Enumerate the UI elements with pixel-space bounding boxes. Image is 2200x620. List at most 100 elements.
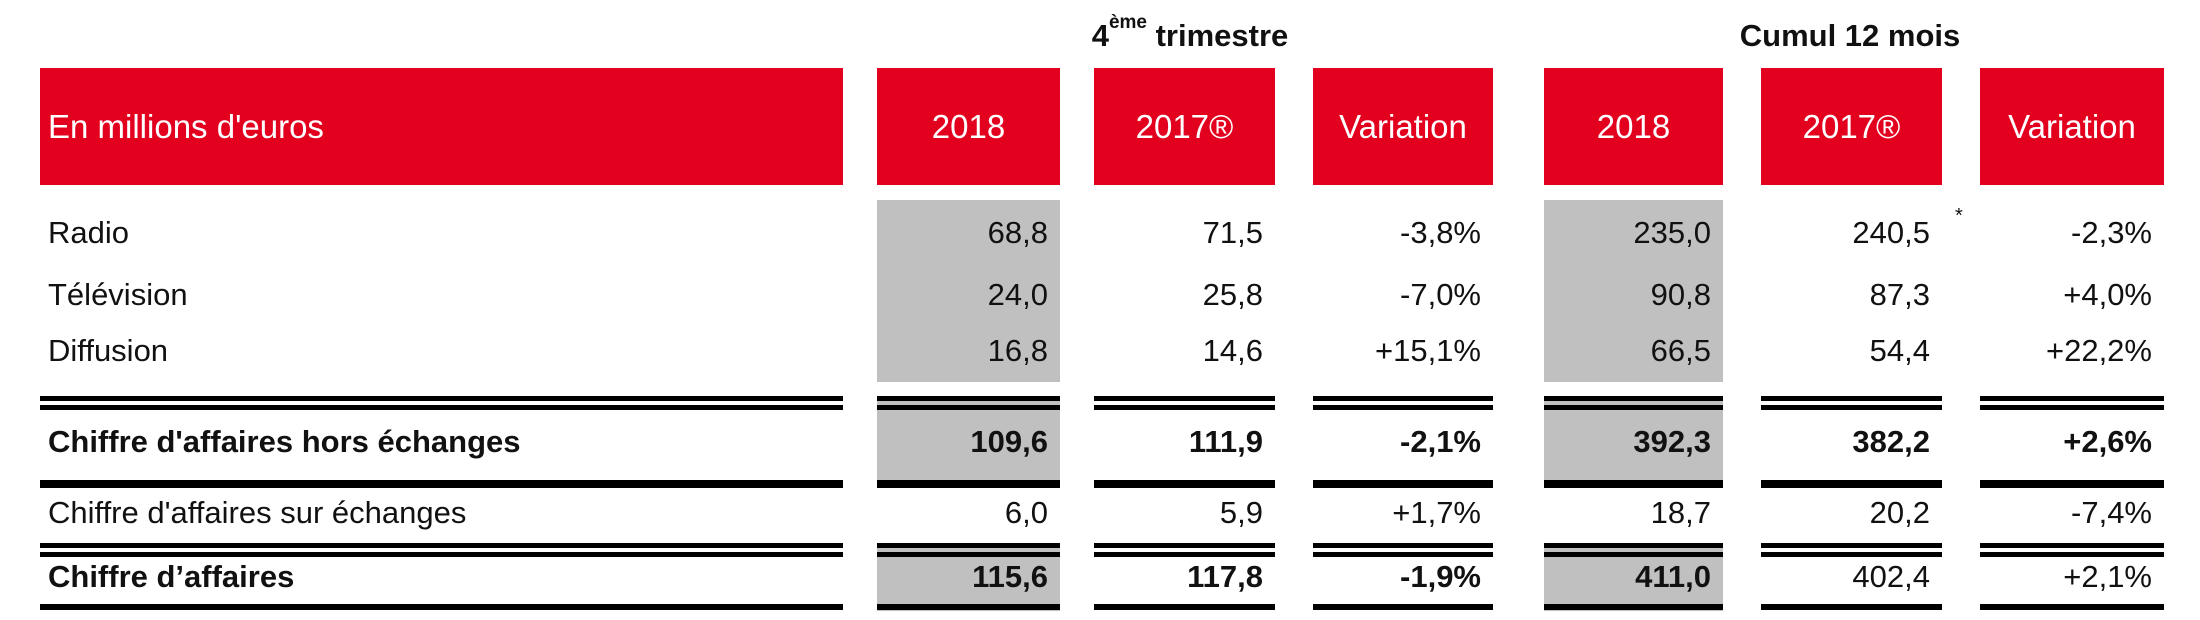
cell-q4-variation: -1,9% <box>1400 559 1481 594</box>
header-cumul-2017: 2017® <box>1761 68 1942 185</box>
cell-q4-2018: 109,6 <box>970 424 1048 459</box>
cell-cumul-2017: 402,4 <box>1852 559 1930 594</box>
cell-cumul-2017: 87,3 <box>1869 277 1930 312</box>
cell-q4-2018: 68,8 <box>987 215 1048 250</box>
rule-line <box>1761 543 1942 548</box>
cell-q4-2018: 24,0 <box>987 277 1048 312</box>
rule-line <box>1544 405 1723 410</box>
rule-line <box>1094 543 1275 548</box>
rule-line <box>1761 396 1942 401</box>
rule-line <box>1094 396 1275 401</box>
footnote-marker: * <box>1955 205 1963 227</box>
group-title-q4: 4ème trimestre <box>1060 12 1320 62</box>
cell-cumul-2017: 240,5 <box>1852 215 1930 250</box>
row-label: Radio <box>48 215 129 250</box>
cell-cumul-2018: 235,0 <box>1633 215 1711 250</box>
rule-line <box>877 604 1060 610</box>
rule-line <box>877 405 1060 410</box>
cell-q4-2018: 16,8 <box>987 333 1048 368</box>
cell-cumul-variation: +22,2% <box>2045 333 2152 368</box>
highlight-q4-2018-block1 <box>877 200 1060 382</box>
row-label: Chiffre d’affaires <box>48 559 295 594</box>
cell-cumul-2018: 66,5 <box>1650 333 1711 368</box>
cell-q4-2018: 6,0 <box>1004 495 1048 530</box>
rule-line <box>1544 543 1723 548</box>
rule-line <box>877 543 1060 548</box>
rule-line <box>1980 396 2164 401</box>
cell-q4-2017: 117,8 <box>1187 559 1263 594</box>
header-q4-2018: 2018 <box>877 68 1060 185</box>
cell-cumul-2018: 18,7 <box>1650 495 1711 530</box>
header-cumul-variation: Variation <box>1980 68 2164 185</box>
cell-q4-2017: 71,5 <box>1202 215 1263 250</box>
group-title-q4-number: 4 <box>1091 18 1109 53</box>
rule-line <box>1094 552 1275 557</box>
rule-line <box>1761 480 1942 488</box>
rule-line <box>1094 604 1275 610</box>
rule-line <box>1094 480 1275 488</box>
cell-q4-2018: 115,6 <box>972 559 1048 594</box>
cell-cumul-variation: -7,4% <box>2071 495 2152 530</box>
rule-line <box>1544 552 1723 557</box>
row-label: Chiffre d'affaires hors échanges <box>48 424 521 459</box>
rule-line <box>1313 405 1493 410</box>
cell-q4-2017: 111,9 <box>1188 424 1263 459</box>
rule-line <box>40 552 843 557</box>
group-title-q4-suffix: trimestre <box>1146 18 1289 53</box>
rule-line <box>1980 405 2164 410</box>
rule-line <box>1761 552 1942 557</box>
highlight-cumul-2018-block1 <box>1544 200 1723 382</box>
header-label: En millions d'euros <box>40 68 843 185</box>
group-title-cumul: Cumul 12 mois <box>1739 18 1961 53</box>
cell-q4-variation: -3,8% <box>1400 215 1481 250</box>
rule-line <box>1980 543 2164 548</box>
rule-line <box>40 543 843 548</box>
rule-line <box>40 604 843 610</box>
rule-line <box>1544 604 1723 610</box>
row-label: Diffusion <box>48 333 169 368</box>
rule-line <box>40 480 843 488</box>
header-q4-2017: 2017® <box>1094 68 1275 185</box>
row-label: Chiffre d'affaires sur échanges <box>48 495 467 530</box>
rule-line <box>1313 480 1493 488</box>
rule-line <box>1980 604 2164 610</box>
cell-cumul-2017: 54,4 <box>1869 333 1930 368</box>
highlight-q4-2018-block2 <box>877 398 1060 484</box>
cell-cumul-2018: 392,3 <box>1633 424 1711 459</box>
rule-line <box>1313 604 1493 610</box>
rule-line <box>1313 543 1493 548</box>
cell-cumul-2018: 90,8 <box>1650 277 1711 312</box>
row-label: Télévision <box>48 277 188 312</box>
rule-line <box>1980 480 2164 488</box>
cell-cumul-variation: +4,0% <box>2063 277 2152 312</box>
header-q4-variation: Variation <box>1313 68 1493 185</box>
rule-line <box>40 405 843 410</box>
cell-q4-variation: +1,7% <box>1392 495 1481 530</box>
rule-line <box>40 396 843 401</box>
rule-line <box>1094 405 1275 410</box>
cell-q4-2017: 25,8 <box>1202 277 1263 312</box>
rule-line <box>1544 396 1723 401</box>
rule-line <box>1980 552 2164 557</box>
rule-line <box>1313 396 1493 401</box>
cell-cumul-2018: 411,0 <box>1635 559 1711 594</box>
cell-q4-variation: -2,1% <box>1400 424 1481 459</box>
cell-cumul-2017: 20,2 <box>1869 495 1930 530</box>
cell-q4-variation: +15,1% <box>1374 333 1481 368</box>
cell-q4-variation: -7,0% <box>1400 277 1481 312</box>
header-cumul-2018: 2018 <box>1544 68 1723 185</box>
group-title-q4-superscript: ème <box>1108 12 1147 33</box>
cell-cumul-variation: -2,3% <box>2071 215 2152 250</box>
cell-q4-2017: 5,9 <box>1219 495 1263 530</box>
rule-line <box>877 552 1060 557</box>
cell-cumul-variation: +2,1% <box>2063 559 2152 594</box>
rule-line <box>1761 604 1942 610</box>
cell-cumul-2017: 382,2 <box>1852 424 1930 459</box>
cell-q4-2017: 14,6 <box>1202 333 1263 368</box>
highlight-cumul-2018-block2 <box>1544 398 1723 484</box>
rule-line <box>1313 552 1493 557</box>
rule-line <box>1544 480 1723 488</box>
cell-cumul-variation: +2,6% <box>2063 424 2152 459</box>
rule-line <box>877 480 1060 488</box>
rule-line <box>1761 405 1942 410</box>
